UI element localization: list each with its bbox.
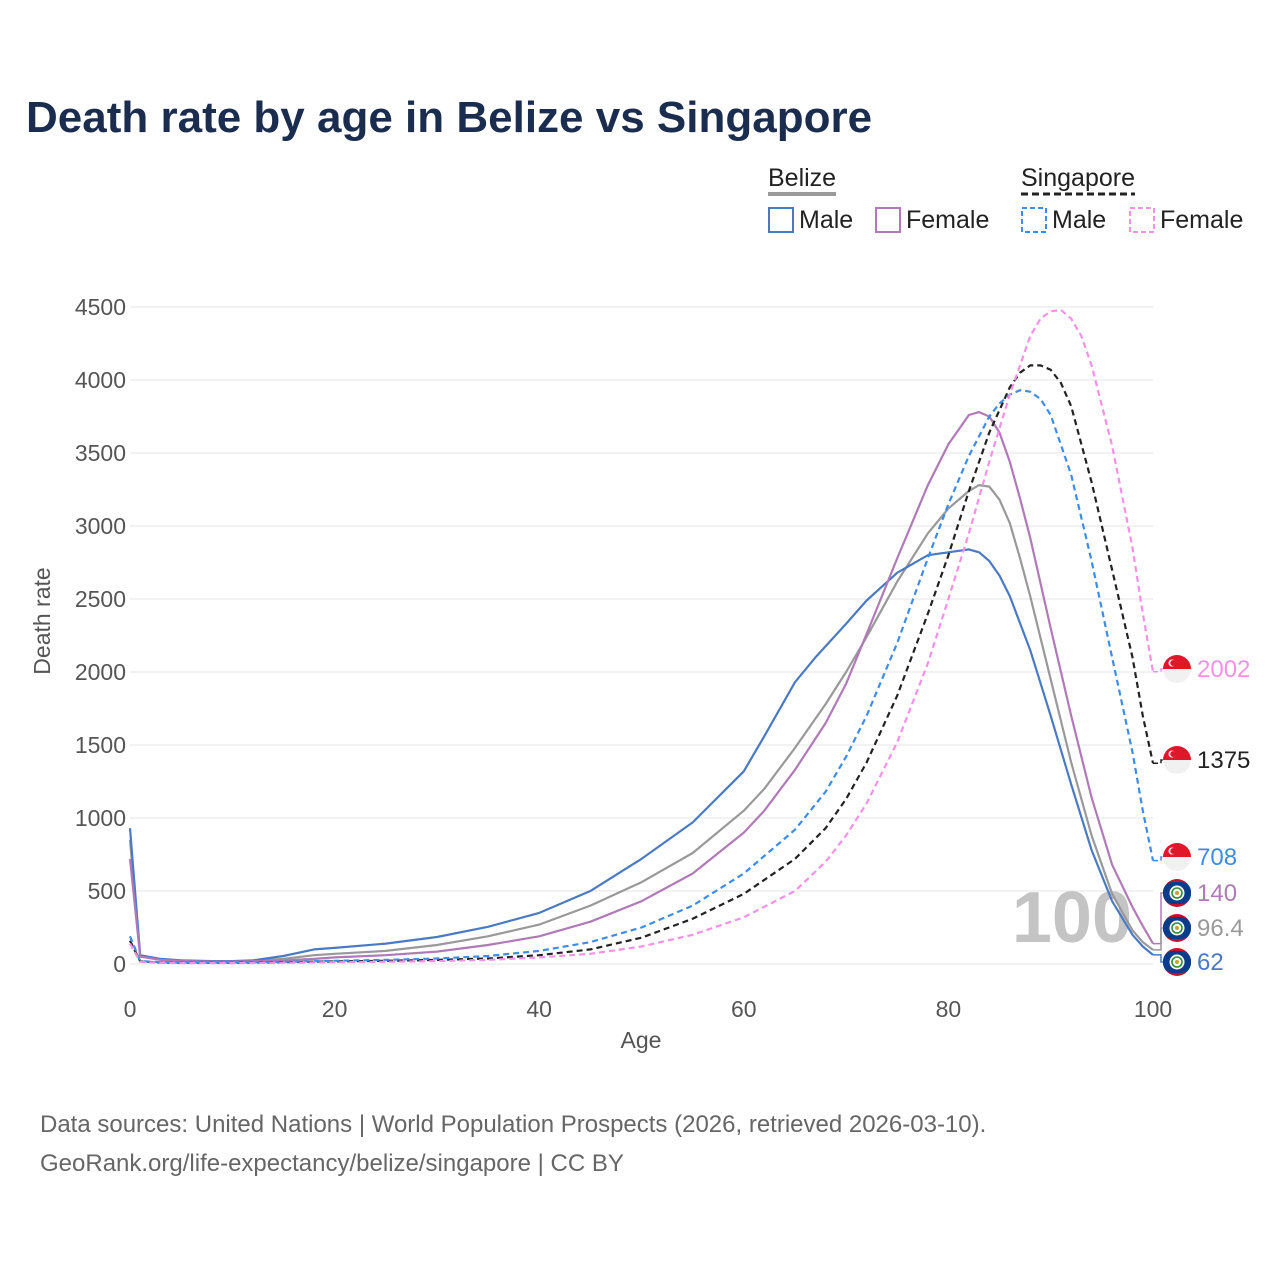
legend-singapore-female-label: Female bbox=[1160, 206, 1243, 234]
series-line-singapore-total bbox=[129, 364, 1155, 964]
series-line-singapore-female bbox=[129, 308, 1155, 965]
x-axis-ticks: 0 20 40 60 80 100 bbox=[124, 996, 1173, 1022]
y-tick-label: 1000 bbox=[75, 805, 126, 831]
x-tick-label: 20 bbox=[322, 996, 348, 1022]
series-line-belize-female bbox=[128, 411, 1154, 963]
end-markers: 2002 1375 708 140 96.4 62 bbox=[1153, 655, 1250, 976]
end-label-belize-total: 96.4 bbox=[1197, 915, 1244, 942]
y-tick-label: 500 bbox=[88, 878, 126, 904]
legend: Belize Singapore Male Female Male Female bbox=[768, 164, 1243, 234]
legend-belize-female-label: Female bbox=[906, 206, 989, 234]
belize-flag-wreath bbox=[1171, 922, 1183, 934]
legend-singapore-male-label: Male bbox=[1052, 206, 1106, 234]
singapore-flag-crescent-cut bbox=[1170, 660, 1177, 666]
series-lines bbox=[128, 308, 1155, 965]
singapore-flag-red-half bbox=[1163, 655, 1191, 669]
belize-flag-wreath bbox=[1171, 887, 1183, 899]
y-tick-label: 2500 bbox=[75, 586, 126, 612]
series-line-singapore-male bbox=[128, 389, 1155, 964]
legend-belize-female-swatch bbox=[875, 207, 901, 233]
singapore-flag-red-half bbox=[1163, 843, 1191, 857]
legend-belize-heading: Belize bbox=[768, 164, 836, 192]
belize-flag-wreath bbox=[1171, 956, 1183, 968]
y-axis-ticks: 0 500 1000 1500 2000 2500 3000 3500 4000 4500 bbox=[75, 294, 126, 977]
y-tick-label: 3000 bbox=[75, 513, 126, 539]
y-axis-label: Death rate bbox=[29, 567, 55, 674]
grid bbox=[130, 306, 1153, 965]
x-tick-label: 0 bbox=[124, 996, 137, 1022]
x-tick-label: 80 bbox=[936, 996, 962, 1022]
belize-flag-shield bbox=[1175, 891, 1179, 895]
series-line-belize-total bbox=[128, 484, 1154, 963]
legend-belize-male-label: Male bbox=[799, 206, 853, 234]
legend-singapore-male-swatch bbox=[1021, 207, 1047, 233]
connector-belize-female bbox=[1153, 892, 1167, 945]
singapore-flag-crescent-cut bbox=[1170, 848, 1177, 854]
connector-singapore-total bbox=[1153, 759, 1167, 765]
source-line-2: GeoRank.org/life-expectancy/belize/singa… bbox=[40, 1150, 624, 1177]
end-label-singapore-female: 2002 bbox=[1197, 656, 1250, 683]
source-line-1: Data sources: United Nations | World Pop… bbox=[40, 1111, 986, 1138]
legend-belize-male-swatch bbox=[768, 207, 794, 233]
singapore-flag-red-half bbox=[1163, 746, 1191, 760]
legend-singapore-female-swatch bbox=[1129, 207, 1155, 233]
end-label-belize-female: 140 bbox=[1197, 880, 1237, 907]
belize-flag-shield bbox=[1175, 960, 1179, 964]
y-tick-label: 4000 bbox=[75, 367, 126, 393]
singapore-flag-crescent-cut bbox=[1170, 751, 1177, 757]
chart-title: Death rate by age in Belize vs Singapore bbox=[26, 93, 872, 142]
connector-singapore-male bbox=[1153, 856, 1167, 862]
series-line-belize-male bbox=[128, 548, 1154, 963]
y-tick-label: 0 bbox=[113, 951, 126, 977]
end-label-belize-male: 62 bbox=[1197, 949, 1224, 976]
connector-singapore-female bbox=[1153, 668, 1167, 673]
y-tick-label: 3500 bbox=[75, 440, 126, 466]
end-label-singapore-total: 1375 bbox=[1197, 747, 1250, 774]
y-tick-label: 4500 bbox=[75, 294, 126, 320]
belize-flag-shield bbox=[1175, 926, 1179, 930]
y-tick-label: 1500 bbox=[75, 732, 126, 758]
x-tick-label: 40 bbox=[526, 996, 552, 1022]
age-watermark: 100 bbox=[1012, 878, 1132, 958]
end-label-singapore-male: 708 bbox=[1197, 844, 1237, 871]
legend-singapore-heading: Singapore bbox=[1021, 164, 1135, 192]
y-tick-label: 2000 bbox=[75, 659, 126, 685]
x-tick-label: 100 bbox=[1134, 996, 1172, 1022]
x-tick-label: 60 bbox=[731, 996, 757, 1022]
x-axis-label: Age bbox=[621, 1027, 662, 1053]
